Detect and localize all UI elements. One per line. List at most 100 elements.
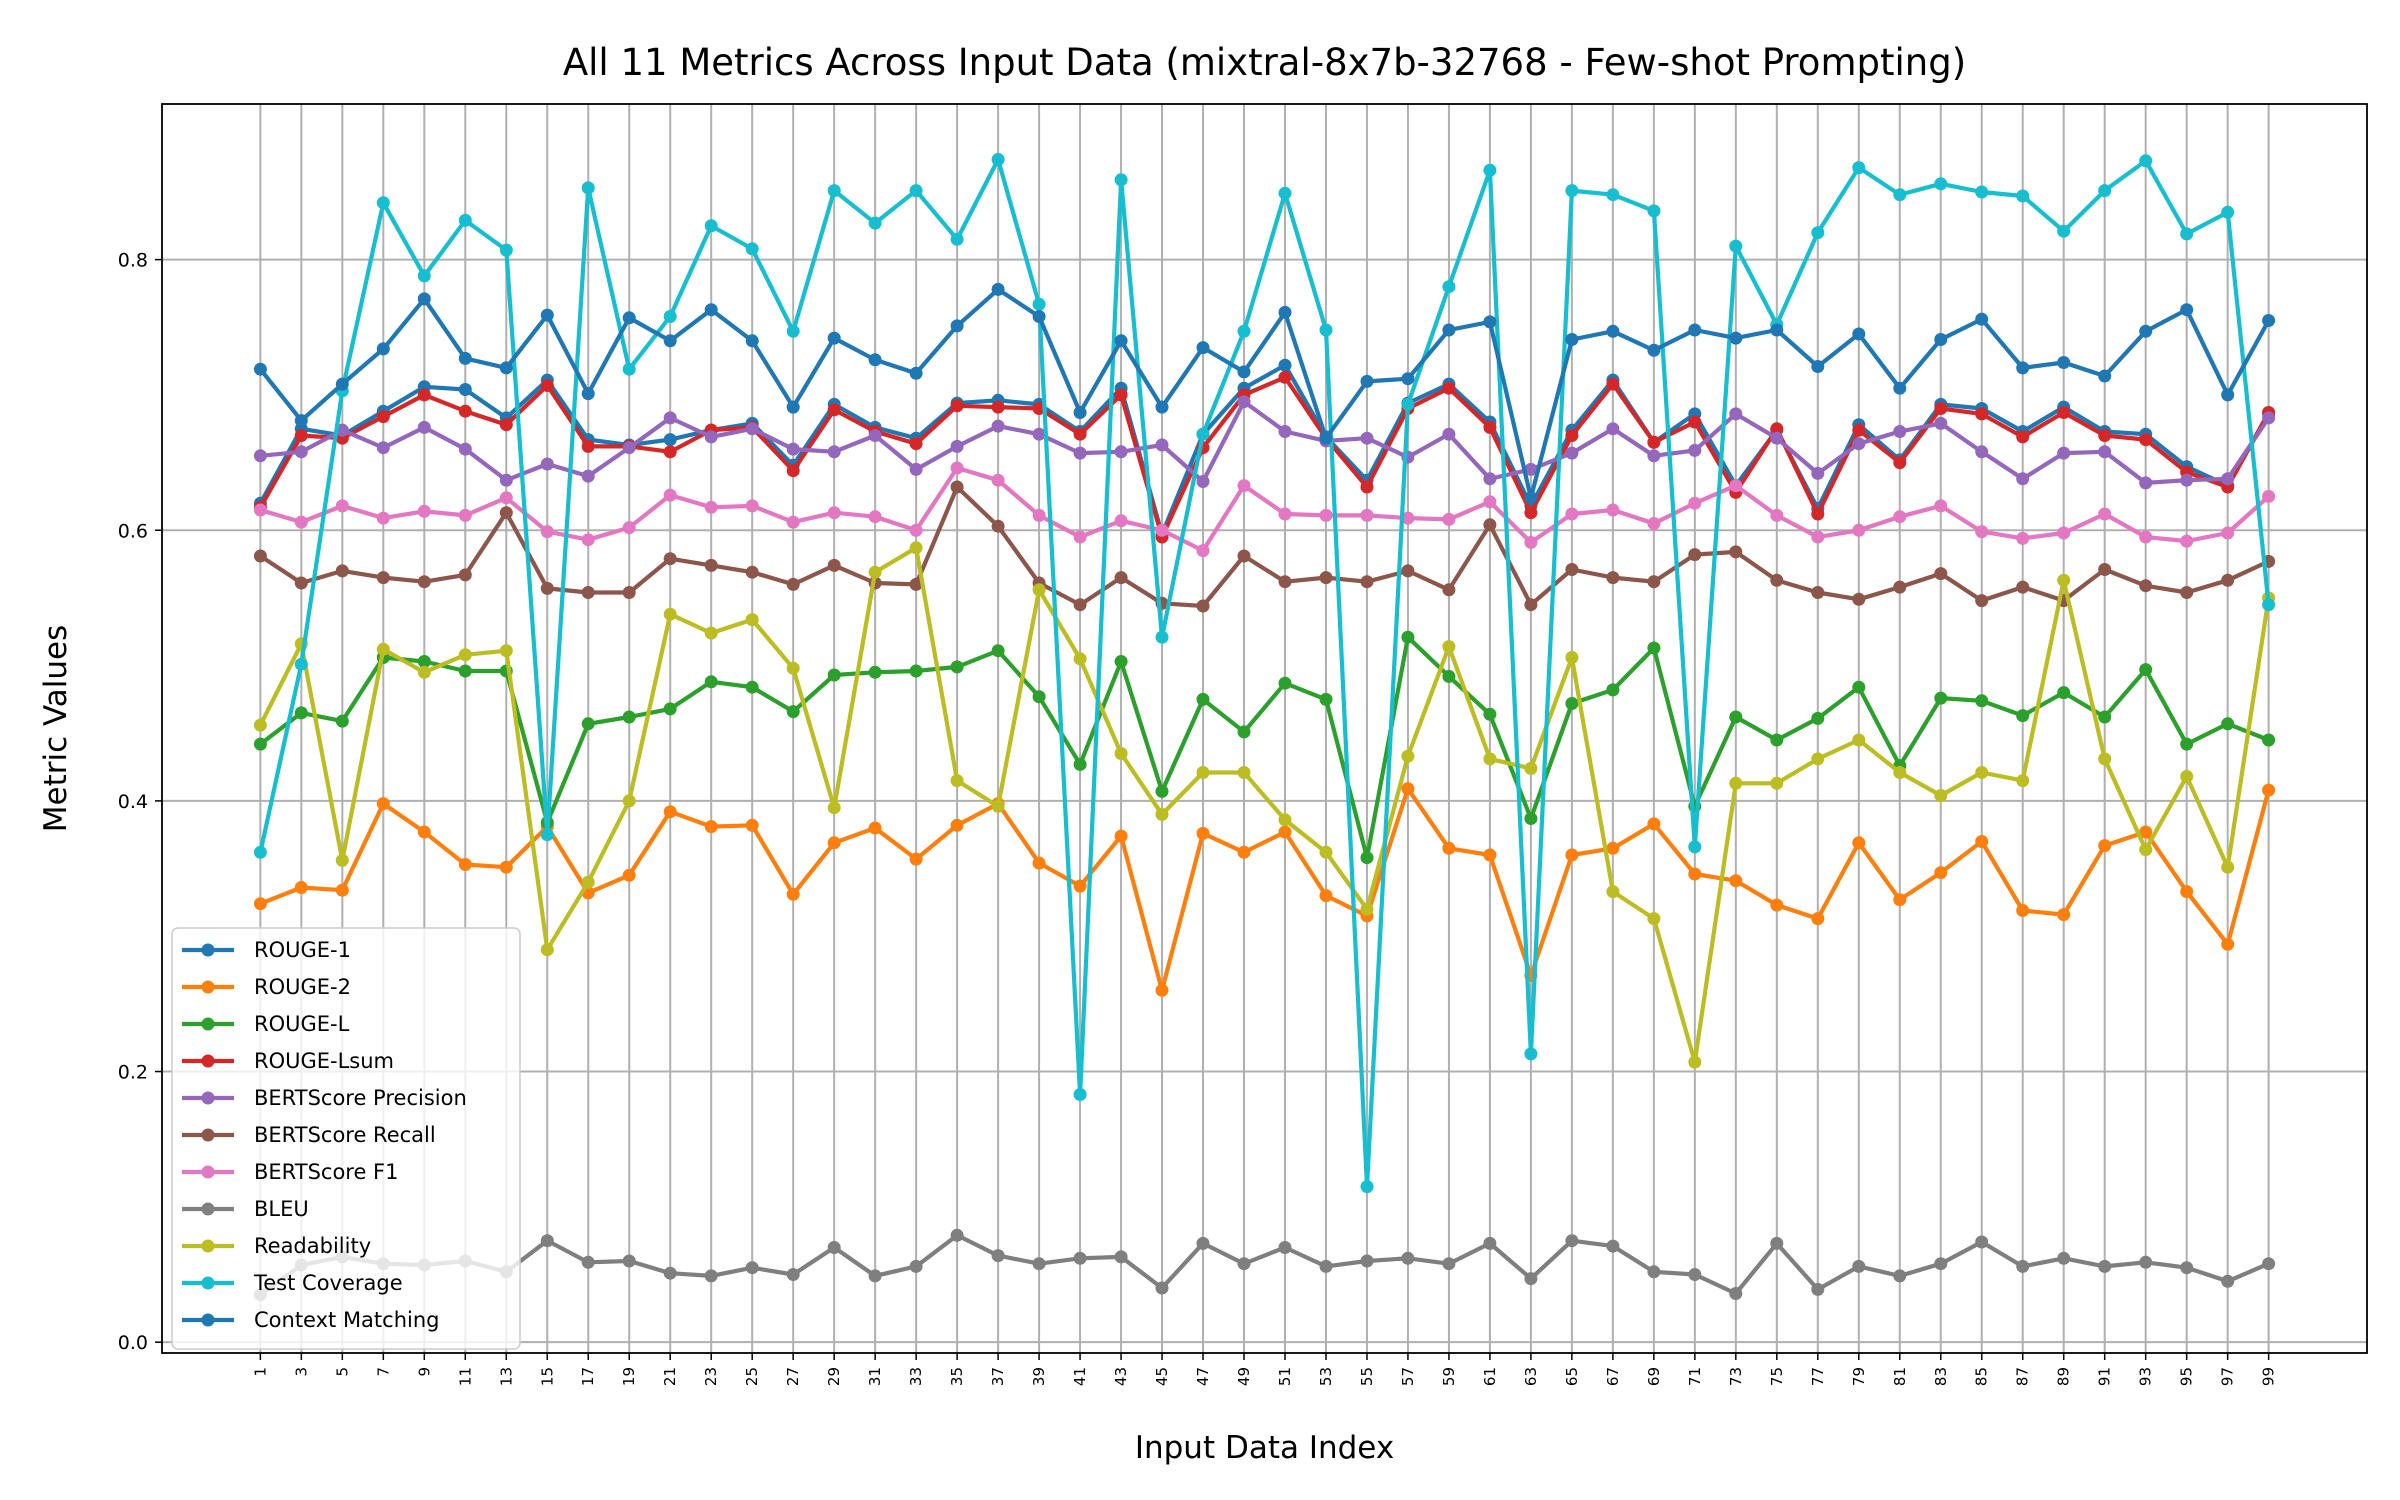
data-point	[2057, 526, 2071, 540]
data-point	[950, 439, 964, 453]
data-point	[1114, 173, 1128, 187]
data-point	[1114, 571, 1128, 585]
data-point	[458, 508, 472, 522]
data-point	[1606, 422, 1620, 436]
data-point	[786, 577, 800, 591]
legend-label: Context Matching	[254, 1308, 440, 1332]
data-point	[253, 897, 267, 911]
data-point	[1729, 331, 1743, 345]
data-point	[540, 1234, 554, 1248]
data-point	[1483, 163, 1497, 177]
data-point	[1606, 188, 1620, 202]
legend-item: BERTScore Precision	[182, 1086, 467, 1110]
x-tick-label: 77	[1809, 1367, 1827, 1386]
data-point	[1893, 456, 1907, 470]
data-point	[294, 515, 308, 529]
data-point	[1483, 315, 1497, 329]
x-tick-label: 7	[374, 1367, 392, 1377]
data-point	[1032, 427, 1046, 441]
x-tick-label: 47	[1194, 1367, 1212, 1386]
data-point	[294, 881, 308, 894]
data-point	[1975, 594, 1989, 608]
data-point	[1729, 407, 1743, 421]
data-point	[1114, 747, 1128, 760]
data-point	[2057, 573, 2071, 587]
data-point	[1975, 407, 1989, 421]
data-point	[1114, 334, 1128, 348]
data-point	[1893, 381, 1907, 395]
data-point	[2180, 770, 2194, 783]
data-point	[1483, 472, 1497, 486]
data-point	[253, 737, 267, 751]
data-point	[417, 665, 431, 679]
data-point	[1442, 669, 1456, 683]
data-point	[1893, 1269, 1907, 1283]
data-point	[1893, 425, 1907, 438]
data-point	[1565, 1234, 1579, 1248]
data-point	[663, 334, 677, 348]
data-point	[1073, 652, 1087, 666]
legend-label: ROUGE-Lsum	[254, 1049, 394, 1073]
x-tick-label: 43	[1112, 1367, 1130, 1386]
data-point	[2221, 1274, 2235, 1288]
x-tick-label: 15	[538, 1367, 556, 1386]
x-tick-label: 5	[333, 1367, 351, 1377]
data-point	[909, 523, 923, 537]
legend-marker	[201, 1091, 215, 1105]
data-point	[1893, 893, 1907, 907]
data-point	[991, 282, 1005, 296]
data-point	[1770, 1236, 1784, 1250]
data-point	[1647, 435, 1661, 449]
data-point	[1073, 530, 1087, 544]
data-point	[1237, 395, 1251, 409]
legend-item: BLEU	[182, 1197, 309, 1221]
data-point	[1975, 312, 1989, 326]
data-point	[827, 668, 841, 682]
data-point	[745, 422, 759, 436]
data-point	[1196, 1236, 1210, 1250]
data-point	[1606, 503, 1620, 517]
data-point	[1770, 573, 1784, 587]
data-point	[1770, 508, 1784, 522]
data-point	[1032, 310, 1046, 323]
series-line	[258, 545, 2271, 1065]
data-point	[1319, 889, 1333, 903]
data-point	[622, 311, 636, 325]
data-point	[2098, 839, 2112, 853]
data-point	[2262, 411, 2276, 425]
data-point	[253, 718, 267, 732]
data-point	[950, 319, 964, 333]
data-point	[909, 541, 923, 555]
data-point	[663, 805, 677, 819]
x-tick-label: 53	[1317, 1367, 1335, 1386]
x-tick-label: 75	[1768, 1367, 1786, 1386]
data-point	[827, 506, 841, 520]
data-point	[2262, 489, 2276, 503]
data-point	[1647, 1265, 1661, 1279]
data-point	[1155, 983, 1169, 997]
data-point	[704, 820, 718, 834]
data-point	[1155, 784, 1169, 798]
data-point	[1647, 817, 1661, 831]
data-point	[1114, 445, 1128, 459]
x-axis: 1 3 5 7 9 11 13 15 17 19 21 23 25 27 29 31 33 35 37 39 41 43 4…	[251, 1353, 2278, 1386]
series-line	[260, 399, 2271, 485]
data-point	[1729, 776, 1743, 790]
data-point	[1524, 506, 1538, 520]
x-tick-label: 1	[251, 1367, 269, 1377]
data-point	[745, 334, 759, 348]
x-tick-label: 91	[2096, 1367, 2114, 1386]
data-point	[294, 576, 308, 590]
data-point	[1237, 365, 1251, 379]
data-point	[950, 774, 964, 788]
data-point	[1237, 324, 1251, 338]
x-tick-label: 23	[702, 1367, 720, 1386]
x-tick-label: 25	[743, 1367, 761, 1386]
data-point	[540, 828, 554, 842]
data-point	[417, 420, 431, 434]
data-point	[2098, 752, 2112, 766]
data-point	[2221, 388, 2235, 402]
data-point	[2057, 908, 2071, 922]
data-point	[1606, 324, 1620, 338]
data-point	[868, 429, 882, 442]
